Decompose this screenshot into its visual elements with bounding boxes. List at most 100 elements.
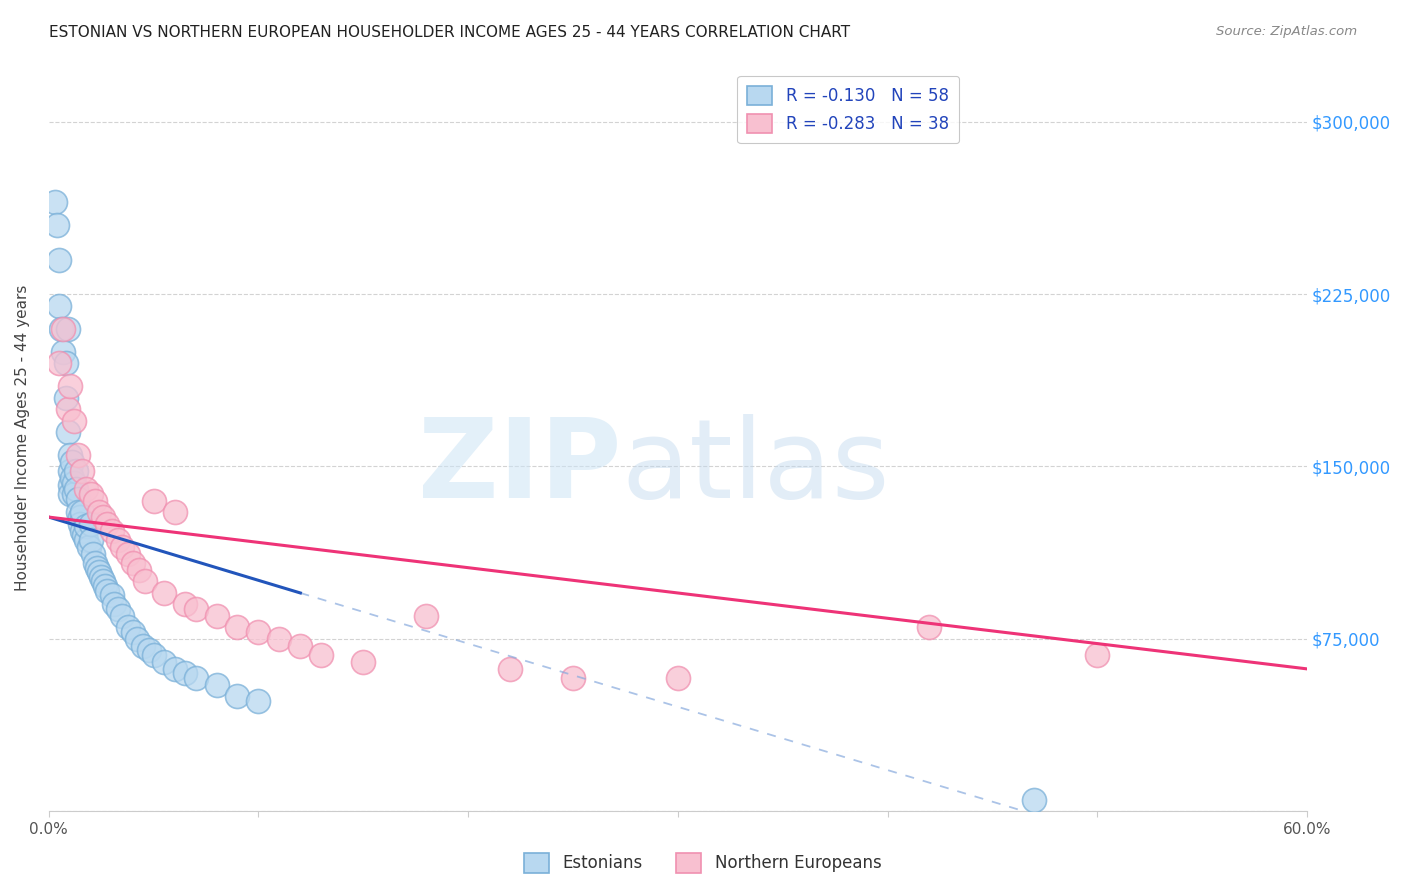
Point [80, 516, 103, 531]
Point [76, 483, 98, 497]
Point [163, 662, 186, 676]
Point [87, 566, 110, 580]
Text: atlas: atlas [621, 414, 890, 521]
Point [52, 344, 75, 359]
Point [184, 602, 207, 616]
Point [56, 402, 79, 417]
Point [96, 516, 118, 531]
Point [83, 556, 105, 570]
Point [125, 632, 148, 646]
Point [96, 583, 118, 598]
Point [247, 625, 270, 640]
Point [1024, 793, 1046, 807]
Point [1085, 648, 1108, 662]
Point [83, 494, 105, 508]
Point [59, 478, 82, 492]
Point [67, 448, 90, 462]
Point [90, 570, 112, 584]
Point [562, 671, 585, 685]
Point [80, 533, 103, 547]
Point [163, 506, 186, 520]
Point [91, 510, 114, 524]
Point [67, 491, 90, 506]
Point [174, 598, 197, 612]
Point [91, 574, 114, 589]
Point [60, 471, 83, 485]
Point [128, 563, 150, 577]
Point [153, 655, 176, 669]
Point [132, 639, 155, 653]
Point [103, 598, 125, 612]
Point [65, 483, 87, 497]
Point [44, 195, 66, 210]
Point [499, 662, 522, 676]
Point [100, 524, 122, 538]
Point [72, 524, 94, 538]
Point [56, 425, 79, 439]
Point [72, 506, 94, 520]
Point [174, 666, 197, 681]
Point [55, 356, 77, 370]
Point [63, 413, 86, 427]
Point [247, 694, 270, 708]
Text: Source: ZipAtlas.com: Source: ZipAtlas.com [1216, 25, 1357, 38]
Point [184, 671, 207, 685]
Point [69, 516, 91, 531]
Legend: Estonians, Northern Europeans: Estonians, Northern Europeans [517, 847, 889, 880]
Point [352, 655, 374, 669]
Point [86, 560, 108, 574]
Point [72, 464, 94, 478]
Point [153, 586, 176, 600]
Point [111, 540, 134, 554]
Point [48, 356, 70, 370]
Point [226, 620, 249, 634]
Point [63, 475, 86, 490]
Point [142, 494, 165, 508]
Point [918, 620, 941, 634]
Point [59, 448, 82, 462]
Point [111, 609, 134, 624]
Point [290, 639, 312, 653]
Point [52, 321, 75, 335]
Point [226, 690, 249, 704]
Point [94, 579, 117, 593]
Text: ESTONIAN VS NORTHERN EUROPEAN HOUSEHOLDER INCOME AGES 25 - 44 YEARS CORRELATION : ESTONIAN VS NORTHERN EUROPEAN HOUSEHOLDE… [49, 25, 851, 40]
Point [415, 609, 437, 624]
Point [82, 547, 104, 561]
Point [311, 648, 333, 662]
Legend: R = -0.130   N = 58, R = -0.283   N = 38: R = -0.130 N = 58, R = -0.283 N = 38 [737, 76, 959, 143]
Text: ZIP: ZIP [418, 414, 621, 521]
Point [76, 519, 98, 533]
Point [100, 588, 122, 602]
Point [117, 620, 139, 634]
Point [142, 648, 165, 662]
Point [205, 609, 228, 624]
Y-axis label: Householder Income Ages 25 - 44 years: Householder Income Ages 25 - 44 years [15, 285, 30, 591]
Point [666, 671, 689, 685]
Point [56, 321, 79, 335]
Point [67, 506, 90, 520]
Point [205, 678, 228, 692]
Point [59, 464, 82, 478]
Point [59, 379, 82, 393]
Point [48, 252, 70, 267]
Point [65, 464, 87, 478]
Point [76, 533, 98, 547]
Point [121, 625, 143, 640]
Point [121, 556, 143, 570]
Point [73, 528, 96, 542]
Point [107, 602, 129, 616]
Point [48, 299, 70, 313]
Point [63, 487, 86, 501]
Point [269, 632, 291, 646]
Point [87, 506, 110, 520]
Point [46, 218, 69, 232]
Point [80, 487, 103, 501]
Point [69, 510, 91, 524]
Point [55, 391, 77, 405]
Point [77, 540, 100, 554]
Point [134, 574, 156, 589]
Point [60, 455, 83, 469]
Point [117, 547, 139, 561]
Point [59, 487, 82, 501]
